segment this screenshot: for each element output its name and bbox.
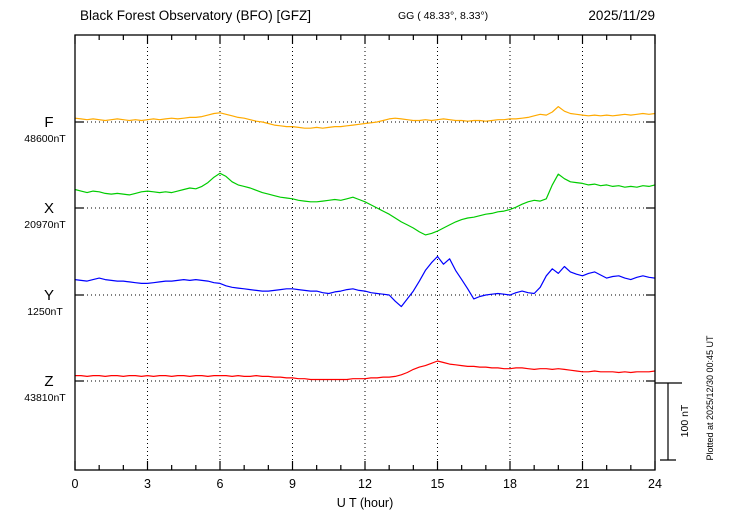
x-tick-label-21: 21 xyxy=(576,477,590,491)
scale-bar-label: 100 nT xyxy=(679,404,691,437)
channel-baseline-value-F: 48600nT xyxy=(24,133,66,145)
channel-baseline-value-Y: 1250nT xyxy=(27,306,63,318)
x-tick-label-18: 18 xyxy=(503,477,517,491)
channel-baseline-value-Z: 43810nT xyxy=(24,392,66,404)
plot-coordinates: GG ( 48.33°, 8.33°) xyxy=(398,10,488,22)
channel-label-F: F xyxy=(44,114,53,131)
channel-label-X: X xyxy=(44,200,54,217)
x-tick-label-24: 24 xyxy=(648,477,662,491)
trace-F xyxy=(74,105,656,129)
x-tick-label-3: 3 xyxy=(144,477,151,491)
x-tick-label-0: 0 xyxy=(72,477,79,491)
scale-bar: 100 nT xyxy=(655,382,691,461)
plot-title: Black Forest Observatory (BFO) [GFZ] xyxy=(80,8,311,23)
plot-date: 2025/11/29 xyxy=(588,8,655,23)
x-tick-label-12: 12 xyxy=(358,477,372,491)
x-axis-title: U T (hour) xyxy=(337,496,394,510)
x-tick-label-15: 15 xyxy=(431,477,445,491)
plot-area: F 48600nT X 20970nT Y 1250nT Z 43810nT 0 3 6 9 12 15 1… xyxy=(24,34,662,491)
trace-Z xyxy=(74,360,656,381)
channel-label-Y: Y xyxy=(44,287,54,304)
plotted-at-note: Plotted at 2025/12/30 00:45 UT xyxy=(705,335,715,461)
plot-frame xyxy=(74,34,656,471)
trace-X xyxy=(74,172,656,236)
trace-Y xyxy=(74,255,656,308)
channel-baseline-value-X: 20970nT xyxy=(24,219,66,231)
x-tick-label-9: 9 xyxy=(289,477,296,491)
x-tick-label-6: 6 xyxy=(217,477,224,491)
scale-bar-bracket xyxy=(655,382,682,461)
channel-label-Z: Z xyxy=(44,373,53,390)
